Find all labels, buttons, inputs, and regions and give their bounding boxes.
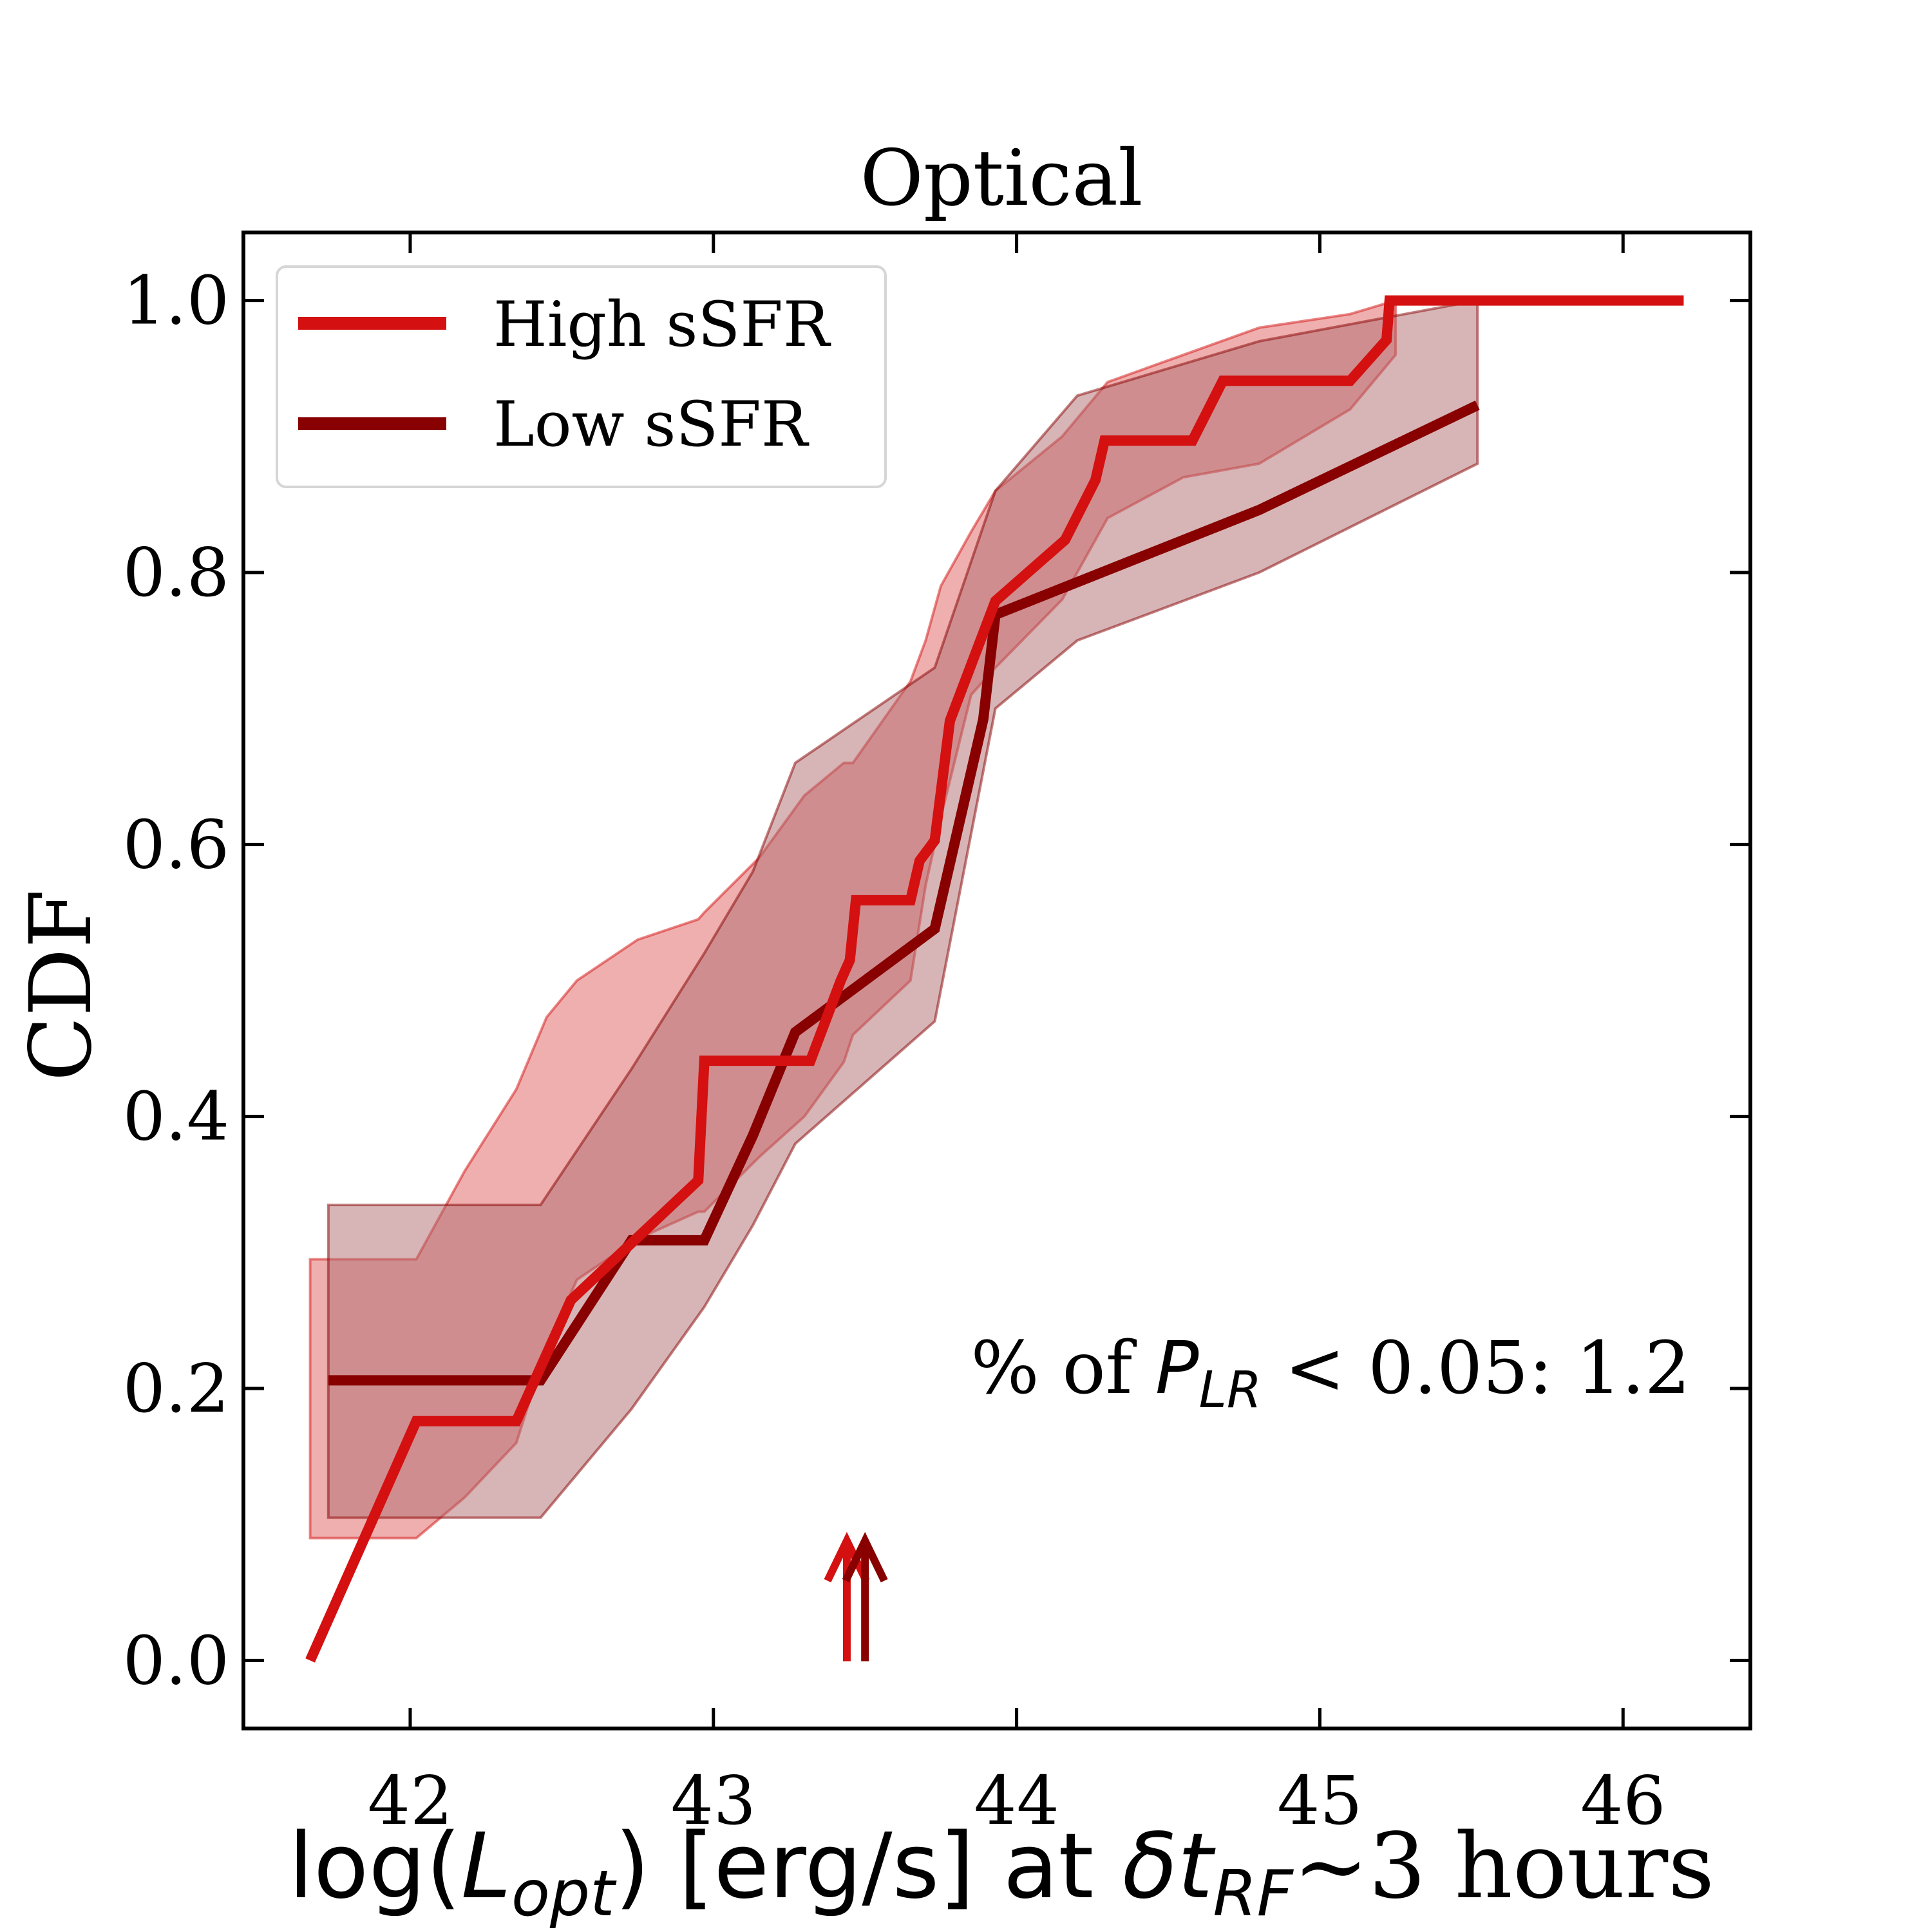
- xlabel-delta-symbol: δ: [1122, 1814, 1178, 1919]
- axis-ticks: 42 43 44 45 46 0.0 0.2 0.4 0.6 0.8 1.0: [123, 232, 1750, 1840]
- y-tick-label: 0.4: [123, 1077, 229, 1156]
- annotation-p-symbol: P: [1155, 1327, 1199, 1410]
- x-tick-label: 45: [1277, 1761, 1362, 1840]
- arrow-head: [824, 1531, 870, 1583]
- band-low-ssfr: [327, 299, 1479, 1519]
- annotation-prefix: % of: [971, 1327, 1155, 1410]
- xlabel-t-subscript: RF: [1213, 1857, 1294, 1931]
- y-axis-label: CDF: [12, 889, 111, 1081]
- arrow-low-ssfr-median: [842, 1531, 888, 1662]
- y-tick-label: 0.0: [123, 1621, 229, 1700]
- arrow-high-ssfr-median: [824, 1531, 870, 1662]
- legend: High sSFR Low sSFR: [276, 265, 887, 488]
- chart-title: Optical: [860, 134, 1143, 223]
- legend-label-high-ssfr: High sSFR: [493, 289, 831, 361]
- cdf-lines: [305, 295, 1684, 1663]
- line-high-ssfr: [305, 295, 1684, 1663]
- arrow-head: [842, 1531, 888, 1583]
- xlabel-prefix: log(: [289, 1814, 461, 1919]
- y-tick-label: 0.6: [123, 805, 229, 884]
- xlabel-l-symbol: L: [461, 1814, 511, 1919]
- x-tick-label: 43: [671, 1761, 756, 1840]
- plot-frame: [242, 231, 1752, 1730]
- x-tick-label: 42: [368, 1761, 453, 1840]
- xlabel-mid: ) [erg/s] at: [615, 1814, 1122, 1919]
- annotation-p-subscript: LR: [1198, 1361, 1262, 1419]
- y-tick-label: 0.2: [123, 1349, 229, 1428]
- y-tick-label: 0.8: [123, 533, 229, 612]
- x-tick-label: 46: [1580, 1761, 1665, 1840]
- xlabel-t-symbol: t: [1177, 1814, 1216, 1919]
- line-low-ssfr: [328, 400, 1480, 1386]
- xlabel-l-subscript: opt: [511, 1857, 617, 1931]
- legend-label-low-ssfr: Low sSFR: [493, 388, 810, 460]
- x-tick-label: 44: [974, 1761, 1059, 1840]
- stat-annotation: % of PLR < 0.05: 1.2: [971, 1327, 1690, 1419]
- y-tick-label: 1.0: [123, 261, 229, 340]
- xlabel-suffix: ~3 hours: [1293, 1814, 1714, 1919]
- median-markers: [824, 1531, 888, 1662]
- x-axis-label: log(Lopt) [erg/s] at δtRF~3 hours: [289, 1814, 1714, 1931]
- annotation-suffix: < 0.05: 1.2: [1262, 1327, 1690, 1410]
